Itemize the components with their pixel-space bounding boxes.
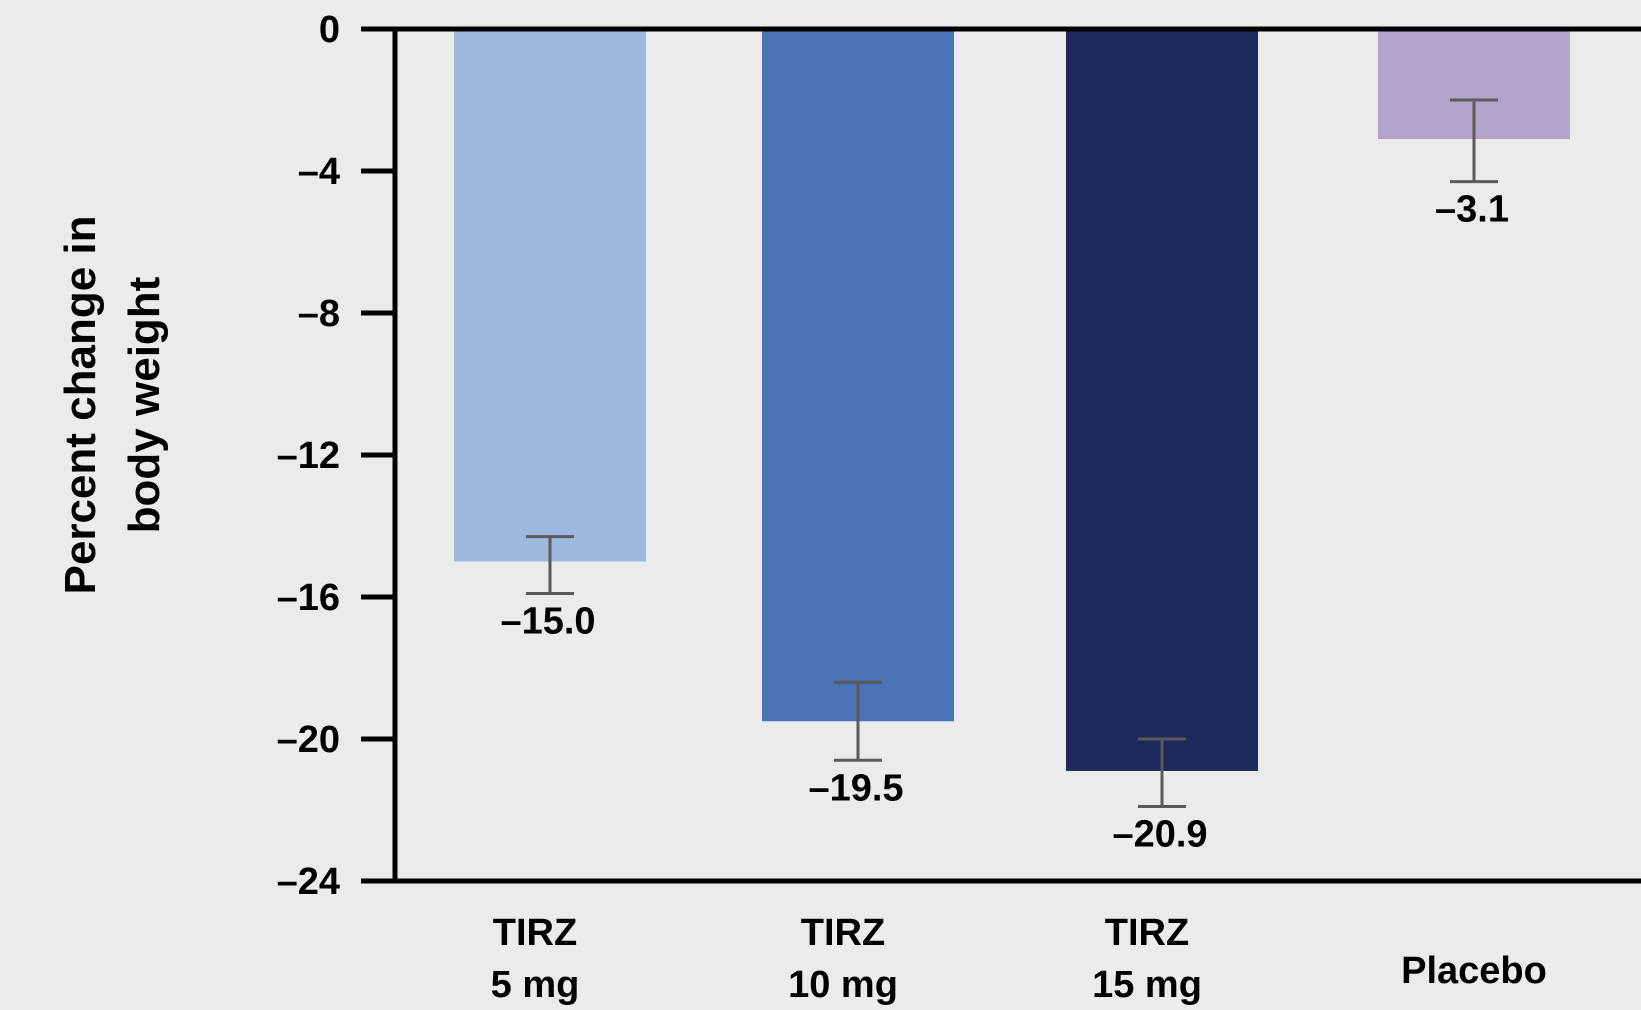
category-labels: TIRZ 5 mg TIRZ 10 mg TIRZ 15 mg Placebo bbox=[491, 912, 1547, 1006]
error-bars bbox=[526, 98, 1498, 808]
category-label-line: TIRZ bbox=[1105, 912, 1189, 954]
category-label-line: 10 mg bbox=[788, 964, 898, 1006]
y-tick-label: –8 bbox=[298, 293, 340, 335]
data-label: –3.1 bbox=[1435, 189, 1509, 231]
data-labels: –15.0 –19.5 –20.9 –3.1 bbox=[500, 189, 1509, 856]
category-label-line: TIRZ bbox=[801, 912, 885, 954]
y-axis-title-text: Percent change in body weight bbox=[56, 215, 169, 594]
y-tick-label: –16 bbox=[277, 577, 340, 619]
y-tick-label: 0 bbox=[319, 9, 340, 51]
y-axis-ticks: 0 –4 –8 –12 –16 –20 –24 bbox=[277, 9, 395, 903]
category-label-line: TIRZ bbox=[493, 912, 577, 954]
category-label-line: 5 mg bbox=[491, 964, 580, 1006]
category-label-line: Placebo bbox=[1401, 950, 1547, 992]
y-tick-label: –20 bbox=[277, 719, 340, 761]
y-axis-title: Percent change in body weight bbox=[56, 215, 169, 594]
y-axis-title-line: body weight bbox=[120, 276, 169, 533]
category-label: TIRZ 15 mg bbox=[1092, 912, 1202, 1006]
y-tick-label: –12 bbox=[277, 435, 340, 477]
category-label: TIRZ 5 mg bbox=[491, 912, 580, 1006]
y-axis-title-line: Percent change in bbox=[56, 215, 105, 594]
axes bbox=[392, 26, 1641, 884]
category-label-line: 15 mg bbox=[1092, 964, 1202, 1006]
category-label: Placebo bbox=[1401, 950, 1547, 992]
bar bbox=[1066, 29, 1258, 771]
category-label: TIRZ 10 mg bbox=[788, 912, 898, 1006]
data-label: –20.9 bbox=[1112, 813, 1207, 855]
data-label: –15.0 bbox=[500, 600, 595, 642]
bar bbox=[454, 29, 646, 562]
data-label: –19.5 bbox=[808, 767, 903, 809]
bar bbox=[762, 29, 954, 722]
bars bbox=[454, 29, 1570, 771]
y-tick-label: –24 bbox=[277, 861, 340, 903]
y-tick-label: –4 bbox=[298, 151, 340, 193]
